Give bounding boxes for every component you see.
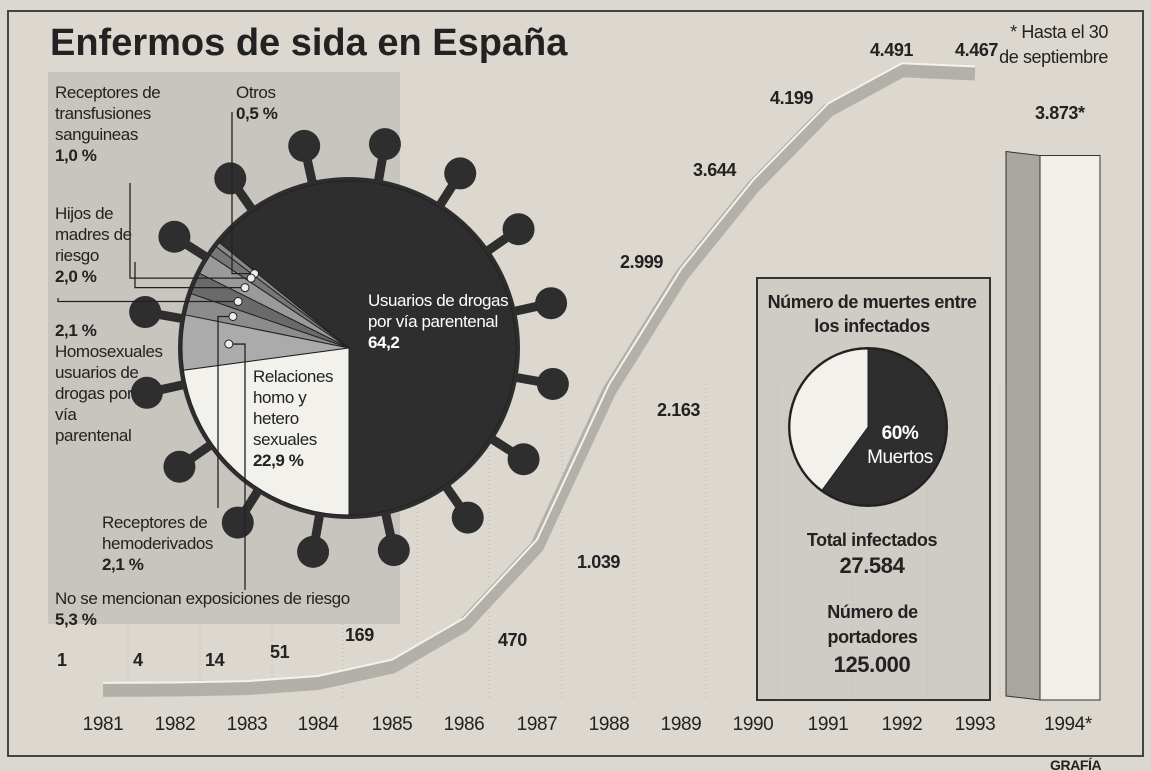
x-tick-label: 1986 (434, 714, 494, 735)
annotation: 27.584 (762, 553, 982, 578)
x-tick-label: 1991 (798, 714, 858, 735)
data-label: 14 (205, 650, 224, 671)
pie-label-name: Muertos (855, 446, 945, 470)
virus-cap (503, 213, 535, 245)
x-tick-label: 1984 (288, 714, 348, 735)
x-tick-label: 1994* (1038, 714, 1098, 735)
virus-cap (444, 157, 476, 189)
pie-value-label: 2,0 % (55, 266, 150, 287)
pie-value-label: 22,9 % (253, 450, 353, 471)
data-label: 4.491 (870, 40, 913, 61)
data-label: 4 (133, 650, 143, 671)
x-tick-label: 1993 (945, 714, 1005, 735)
x-tick-label: 1985 (362, 714, 422, 735)
x-tick-label: 1992 (872, 714, 932, 735)
pie-label-name: Relaciones homo y hetero sexuales (253, 367, 333, 449)
pie-value-label: 64,2 (368, 332, 513, 353)
leader-dot (234, 298, 242, 306)
pie-value-label: 2,1 % (102, 554, 242, 575)
pie-label-name: Hijos de madres de riesgo (55, 204, 132, 265)
x-tick-label: 1987 (507, 714, 567, 735)
inset-title: Número de muertes entre los infectados (762, 290, 982, 338)
virus-cap (378, 534, 410, 566)
virus-cap (158, 221, 190, 253)
virus-cap (508, 443, 540, 475)
column (1040, 156, 1100, 700)
data-label: 1 (57, 650, 67, 671)
pie-value-label: 5,3 % (55, 609, 415, 630)
chart-title: Enfermos de sida en España (50, 18, 567, 68)
pie-label-name: Usuarios de drogas por vía parentenal (368, 291, 508, 331)
leader-dot (225, 340, 233, 348)
virus-cap (297, 536, 329, 568)
x-tick-label: 1988 (579, 714, 639, 735)
pie-value-label: 2,1 % (55, 320, 150, 341)
pie-value-label: 1,0 % (55, 145, 205, 166)
pie-value-label: 0,5 % (236, 103, 316, 124)
annotation: Número de portadores (800, 600, 945, 650)
data-label: 51 (270, 642, 289, 663)
pie-label-name: Receptores de transfusiones sanguineas (55, 83, 160, 144)
data-label: 3.873* (1035, 103, 1085, 124)
x-tick-label: 1981 (73, 714, 133, 735)
virus-cap (537, 368, 569, 400)
pie-value-label: 60% (855, 422, 945, 446)
leader-dot (229, 312, 237, 320)
virus-cap (288, 130, 320, 162)
pie-label-name: Receptores de hemoderivados (102, 513, 213, 553)
pie-label-name: No se mencionan exposiciones de riesgo (55, 589, 350, 608)
annotation: 125.000 (762, 652, 982, 677)
data-label: 4.199 (770, 88, 813, 109)
data-label: 1.039 (577, 552, 620, 573)
virus-cap (535, 287, 567, 319)
column-side (1006, 152, 1040, 700)
leader-dot (241, 284, 249, 292)
pie-label-name: Homosexuales usuarios de drogas por vía … (55, 342, 163, 445)
x-tick-label: 1989 (651, 714, 711, 735)
data-label: 3.644 (693, 160, 736, 181)
data-label: 2.163 (657, 400, 700, 421)
data-label: 2.999 (620, 252, 663, 273)
source: GRAFÍA (1050, 755, 1101, 771)
pie-label: 2,1 %Homosexuales usuarios de drogas por… (55, 320, 150, 446)
virus-cap (369, 128, 401, 160)
pie-label-name: Otros (236, 83, 276, 102)
data-label: 470 (498, 630, 527, 651)
x-tick-label: 1990 (723, 714, 783, 735)
data-label: 4.467 (955, 40, 998, 61)
annotation: Total infectados (762, 528, 982, 553)
virus-cap (452, 502, 484, 534)
page: Enfermos de sida en España * Hasta el 30… (0, 0, 1151, 771)
x-tick-label: 1982 (145, 714, 205, 735)
virus-cap (163, 451, 195, 483)
x-tick-label: 1983 (217, 714, 277, 735)
note: * Hasta el 30 de septiembre (990, 20, 1108, 70)
pie-label: 60%Muertos (855, 422, 945, 470)
virus-cap (214, 162, 246, 194)
leader-dot (247, 274, 255, 282)
